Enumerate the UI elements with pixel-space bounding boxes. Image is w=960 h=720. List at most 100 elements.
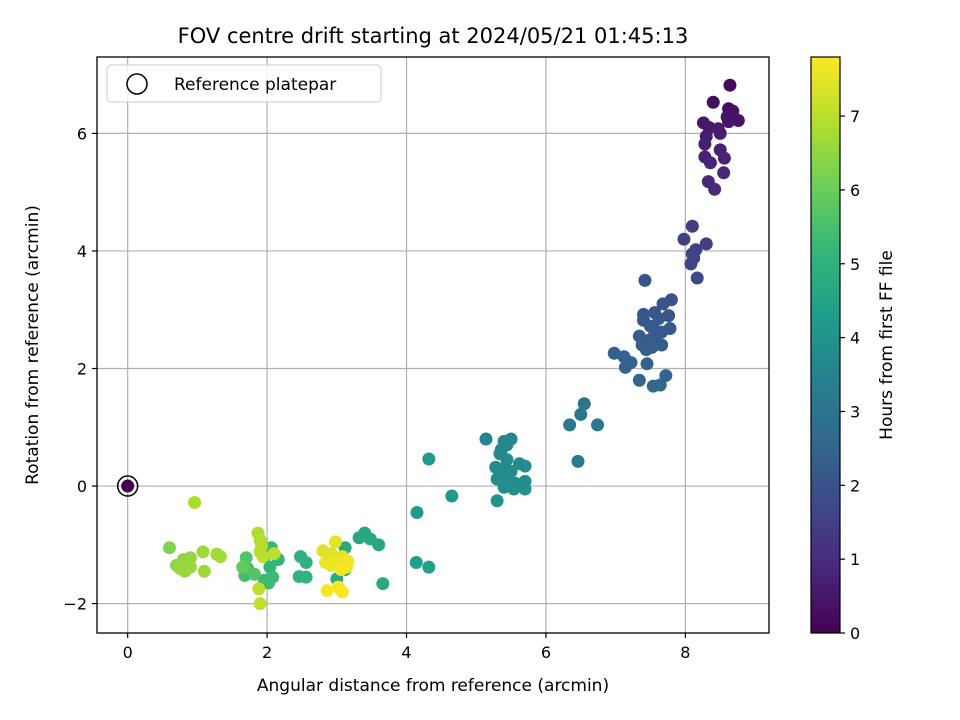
scatter-point [213, 550, 227, 564]
x-tick-label: 6 [541, 643, 551, 662]
colorbar-ticks: 0 1 2 3 4 5 6 7 [840, 107, 860, 643]
scatter-point [335, 585, 349, 599]
x-axis-ticks: 0 2 4 6 8 [123, 633, 690, 662]
scatter-point [497, 480, 511, 494]
scatter-point [196, 545, 210, 559]
scatter-point [722, 115, 736, 129]
legend-entry: Reference platepar [174, 75, 336, 95]
scatter-point [328, 535, 342, 549]
scatter-point [410, 506, 424, 520]
x-tick-label: 4 [401, 643, 411, 662]
scatter-point [479, 432, 493, 446]
scatter-point [662, 309, 676, 323]
scatter-point [267, 547, 281, 561]
x-tick-label: 0 [123, 643, 133, 662]
scatter-point [563, 418, 577, 432]
y-tick-label: 4 [77, 242, 87, 261]
scatter-point [699, 237, 713, 251]
scatter-point [632, 373, 646, 387]
x-axis-label: Angular distance from reference (arcmin) [257, 676, 609, 696]
scatter-point [638, 273, 652, 287]
scatter-point [656, 297, 670, 311]
scatter-point [197, 564, 211, 578]
colorbar-tick-label: 5 [850, 255, 860, 274]
y-tick-label: 6 [77, 124, 87, 143]
legend-marker [126, 73, 148, 95]
y-axis-ticks: −2 0 2 4 6 [63, 124, 97, 614]
data-points [116, 78, 745, 611]
reference-point [121, 479, 135, 493]
y-axis-label: Rotation from reference (arcmin) [23, 205, 43, 485]
colorbar-tick-label: 3 [850, 402, 860, 421]
scatter-point [684, 257, 698, 271]
scatter-point [723, 78, 737, 92]
colorbar-tick-label: 6 [850, 181, 860, 200]
x-tick-label: 2 [262, 643, 272, 662]
colorbar-label: Hours from first FF file [877, 250, 897, 440]
scatter-point [717, 166, 731, 180]
colorbar-tick-label: 4 [850, 329, 860, 348]
scatter-point [708, 182, 722, 196]
scatter-point [703, 156, 717, 170]
scatter-point [409, 555, 423, 569]
scatter-point [445, 489, 459, 503]
plot-frame [96, 56, 770, 634]
scatter-point [706, 95, 720, 109]
legend-box [106, 64, 382, 103]
scatter-point [659, 369, 673, 383]
scatter-point [518, 459, 532, 473]
colorbar-tick-label: 1 [850, 550, 860, 569]
chart-title: FOV centre drift starting at 2024/05/21 … [178, 24, 689, 48]
scatter-point [162, 541, 176, 555]
scatter-point [698, 137, 712, 151]
colorbar-gradient [810, 56, 841, 634]
scatter-point [248, 567, 262, 581]
scatter-point [261, 576, 275, 590]
scatter-point [652, 312, 666, 326]
scatter-point [717, 151, 731, 165]
scatter-point [252, 582, 266, 596]
scatter-point [188, 496, 202, 510]
scatter-point [422, 452, 436, 466]
scatter-point [518, 482, 532, 496]
colorbar-tick-label: 0 [850, 624, 860, 643]
scatter-point [571, 454, 585, 468]
scatter-point [334, 563, 348, 577]
scatter-point [183, 560, 197, 574]
scatter-point [574, 407, 588, 421]
scatter-point [299, 555, 313, 569]
scatter-point [713, 126, 727, 140]
scatter-point [324, 558, 338, 572]
scatter-point [690, 271, 704, 285]
scatter-point [655, 338, 669, 352]
colorbar-tick-label: 7 [850, 107, 860, 126]
y-tick-label: 2 [77, 360, 87, 379]
scatter-point [299, 570, 313, 584]
scatter-point [618, 360, 632, 374]
scatter-point [256, 550, 270, 564]
scatter-point [591, 418, 605, 432]
scatter-point [507, 482, 521, 496]
scatter-point [263, 560, 277, 574]
scatter-point [607, 346, 621, 360]
scatter-point [731, 113, 745, 127]
grid [97, 57, 769, 633]
scatter-point [253, 597, 267, 611]
scatter-point [372, 538, 386, 552]
legend: Reference platepar [106, 64, 382, 103]
scatter-point [685, 219, 699, 233]
reference-marker [116, 475, 139, 497]
scatter-point [236, 560, 250, 574]
scatter-point [490, 494, 504, 508]
x-tick-label: 8 [680, 643, 690, 662]
scatter-point [677, 232, 691, 246]
y-tick-label: −2 [63, 595, 87, 614]
scatter-point [352, 531, 366, 545]
colorbar-tick-label: 2 [850, 476, 860, 495]
scatter-point [577, 397, 591, 411]
scatter-point [183, 551, 197, 565]
scatter-point [640, 357, 654, 371]
scatter-point [320, 584, 334, 598]
scatter-point [376, 577, 390, 591]
